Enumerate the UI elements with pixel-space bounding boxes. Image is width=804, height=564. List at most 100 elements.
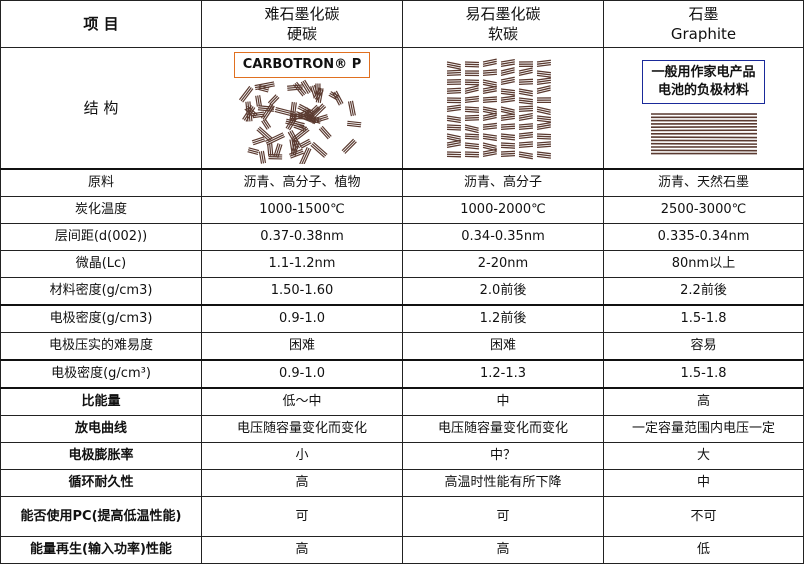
soft-carbon-diagram — [443, 56, 563, 161]
table-row: 循环耐久性高高温时性能有所下降中 — [1, 470, 804, 497]
hard-carbon-layer — [256, 96, 258, 107]
graphite-cell: 2.2前後 — [604, 278, 804, 306]
soft-carbon-layer — [501, 91, 515, 93]
soft-carbon-layer — [447, 105, 461, 107]
soft-carbon-layer — [519, 134, 533, 136]
soft-carbon-layer — [537, 62, 551, 64]
soft-carbon-cell: 高温时性能有所下降 — [403, 470, 604, 497]
header-soft-carbon-line2: 软碳 — [403, 24, 603, 44]
soft-carbon-layer — [483, 125, 497, 127]
soft-carbon-layer — [519, 108, 533, 109]
soft-carbon-layer — [519, 110, 533, 111]
soft-carbon-layer — [501, 126, 515, 127]
hard-carbon-layer — [272, 143, 273, 155]
soft-carbon-layer — [519, 81, 533, 82]
soft-carbon-layer — [501, 98, 515, 100]
row-label: 能量再生(输入功率)性能 — [1, 537, 202, 564]
soft-carbon-layer — [447, 120, 461, 122]
graphite-cell: 容易 — [604, 333, 804, 361]
soft-carbon-layer — [483, 138, 497, 140]
graphite-cell: 80nm以上 — [604, 251, 804, 278]
hard-carbon-cell: 0.37-0.38nm — [202, 224, 403, 251]
soft-carbon-layer — [519, 132, 533, 134]
table-row: 比能量低～中中高 — [1, 388, 804, 416]
soft-carbon-layer — [501, 123, 515, 124]
hard-carbon-cell: 0.9-1.0 — [202, 305, 403, 333]
row-label: 电极密度(g/cm3) — [1, 305, 202, 333]
soft-carbon-layer — [465, 109, 479, 110]
hard-carbon-cell: 小 — [202, 443, 403, 470]
soft-carbon-layer — [537, 75, 551, 77]
graphite-cell: 高 — [604, 388, 804, 416]
hard-carbon-layer — [239, 86, 249, 100]
soft-carbon-layer — [537, 154, 551, 156]
soft-carbon-layer — [519, 136, 533, 138]
hard-carbon-layer — [313, 142, 327, 154]
hard-carbon-cell: 电压随容量变化而变化 — [202, 416, 403, 443]
soft-carbon-layer — [537, 73, 551, 75]
row-label: 电极压实的难易度 — [1, 333, 202, 361]
hard-carbon-layer — [241, 87, 251, 101]
hard-carbon-structure: CARBOTRON® P — [202, 48, 403, 170]
soft-carbon-layer — [537, 71, 551, 73]
row-label: 能否使用PC(提高低温性能) — [1, 497, 202, 537]
soft-carbon-cell: 1.2前後 — [403, 305, 604, 333]
soft-carbon-layer — [447, 118, 461, 120]
hard-carbon-layer — [243, 89, 253, 103]
table-row: 电极膨胀率小中？大 — [1, 443, 804, 470]
soft-carbon-layer — [447, 109, 461, 111]
hard-carbon-layer — [347, 121, 361, 123]
hard-carbon-cell: 高 — [202, 537, 403, 564]
hard-carbon-layer — [345, 142, 357, 154]
soft-carbon-layer — [483, 69, 497, 70]
hard-carbon-layer — [287, 87, 302, 88]
hard-carbon-layer — [258, 95, 260, 106]
graphite-cell: 1.5-1.8 — [604, 360, 804, 388]
soft-carbon-layer — [465, 145, 479, 146]
soft-carbon-layer — [447, 72, 461, 73]
hard-carbon-cell: 低～中 — [202, 388, 403, 416]
soft-carbon-layer — [501, 134, 515, 135]
soft-carbon-layer — [537, 60, 551, 62]
soft-carbon-layer — [519, 83, 533, 84]
soft-carbon-layer — [465, 115, 479, 116]
graphite-cell: 一定容量范围内电压一定 — [604, 416, 804, 443]
soft-carbon-layer — [501, 113, 515, 115]
soft-carbon-layer — [483, 134, 497, 136]
soft-carbon-cell: 1.2-1.3 — [403, 360, 604, 388]
soft-carbon-layer — [501, 147, 515, 148]
soft-carbon-layer — [537, 152, 551, 154]
soft-carbon-layer — [537, 120, 551, 122]
graphite-tag: 一般用作家电产品电池的负极材料 — [642, 60, 764, 104]
soft-carbon-layer — [483, 136, 497, 138]
soft-carbon-layer — [465, 143, 479, 144]
soft-carbon-layer — [501, 138, 515, 139]
graphite-tag-line2: 电池的负极材料 — [651, 82, 755, 100]
soft-carbon-layer — [465, 134, 479, 135]
soft-carbon-layer — [519, 125, 533, 126]
soft-carbon-layer — [465, 98, 479, 100]
soft-carbon-layer — [519, 123, 533, 124]
soft-carbon-layer — [447, 116, 461, 118]
soft-carbon-layer — [537, 134, 551, 135]
soft-carbon-cell: 困难 — [403, 333, 604, 361]
soft-carbon-layer — [465, 119, 479, 120]
hard-carbon-layer — [347, 123, 361, 125]
soft-carbon-cell: 2.0前後 — [403, 278, 604, 306]
soft-carbon-layer — [519, 146, 533, 147]
graphite-cell: 2500-3000℃ — [604, 197, 804, 224]
hard-carbon-layer — [270, 143, 271, 155]
table-row: 能否使用PC(提高低温性能)可可不可 — [1, 497, 804, 537]
row-label: 炭化温度 — [1, 197, 202, 224]
hard-carbon-cell: 1000-1500℃ — [202, 197, 403, 224]
soft-carbon-layer — [465, 100, 479, 102]
graphite-cell: 中 — [604, 470, 804, 497]
soft-carbon-layer — [537, 138, 551, 139]
hard-carbon-cell: 0.9-1.0 — [202, 360, 403, 388]
soft-carbon-cell: 1000-2000℃ — [403, 197, 604, 224]
